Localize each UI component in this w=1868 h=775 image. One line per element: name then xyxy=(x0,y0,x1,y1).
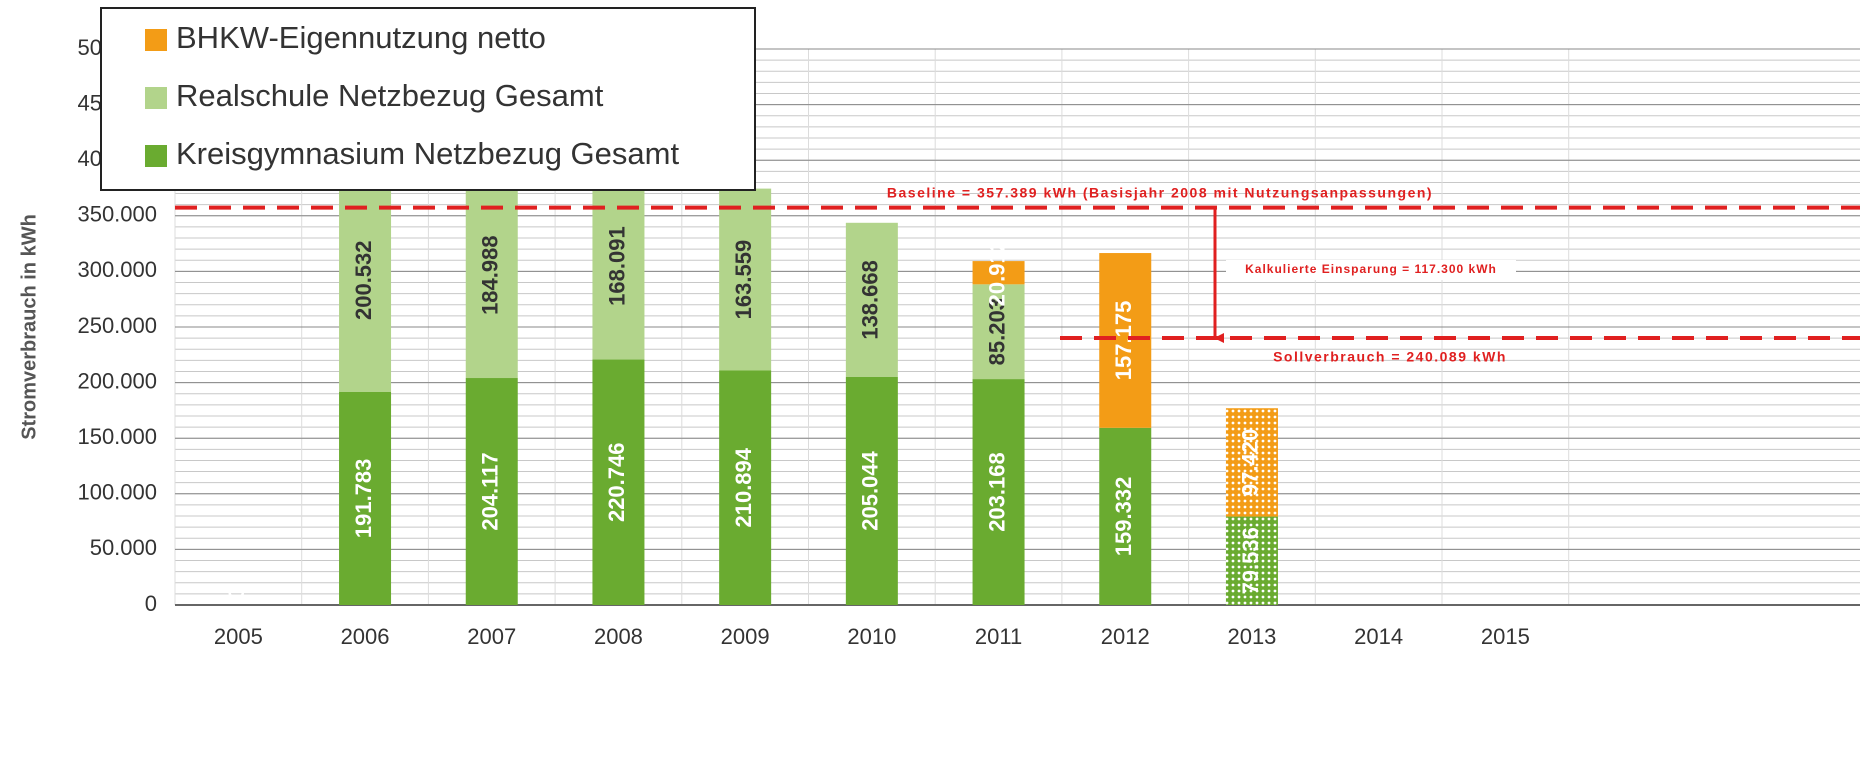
data-label: 191.783 xyxy=(351,459,376,539)
baseline-label: Baseline = 357.389 kWh (Basisjahr 2008 m… xyxy=(887,184,1433,200)
data-label: 20.912 xyxy=(984,239,1009,306)
data-label: 204.117 xyxy=(478,452,503,530)
data-label: 159.332 xyxy=(1111,477,1136,557)
legend-swatch xyxy=(145,145,167,167)
bar-pattern xyxy=(1225,516,1278,605)
y-tick-label: 200.000 xyxy=(77,368,157,393)
bar-segment xyxy=(972,284,1025,380)
x-tick-label: 2010 xyxy=(847,624,896,649)
x-tick-label: 2007 xyxy=(467,624,516,649)
y-tick-label: 350.000 xyxy=(77,202,157,227)
bar-segment xyxy=(972,261,1025,285)
bar-segment xyxy=(719,370,772,605)
data-label: 79.536 xyxy=(1238,527,1263,594)
x-tick-label: 2015 xyxy=(1481,624,1530,649)
data-label: 97.420 xyxy=(1238,429,1263,496)
data-label: 85.203 xyxy=(984,298,1009,365)
y-tick-label: 0 xyxy=(145,591,157,616)
data-label: 205.044 xyxy=(858,450,883,530)
savings-label: Kalkulierte Einsparung = 117.300 kWh xyxy=(1245,262,1497,276)
y-tick-label: 300.000 xyxy=(77,257,157,282)
y-tick-label: 100.000 xyxy=(77,480,157,505)
x-tick-label: 2011 xyxy=(975,624,1022,649)
bar-segment xyxy=(845,222,898,377)
x-tick-label: 2013 xyxy=(1227,624,1276,649)
bar-segment xyxy=(339,391,392,605)
y-tick-label: 250.000 xyxy=(77,313,157,338)
savings-label-bg xyxy=(1226,260,1516,280)
legend-label: BHKW-Eigennutzung netto xyxy=(176,20,546,55)
bar-segment xyxy=(1099,427,1152,605)
x-tick-label: 2008 xyxy=(594,624,643,649)
bar-segment xyxy=(972,379,1025,605)
legend-label: Realschule Netzbezug Gesamt xyxy=(176,78,604,113)
data-label: 168.091 xyxy=(604,226,629,306)
bar-segment xyxy=(592,359,645,605)
legend: BHKW-Eigennutzung netto Realschule Netzbe… xyxy=(100,7,756,191)
data-label: 200.532 xyxy=(351,240,376,320)
legend-swatch xyxy=(145,87,167,109)
x-tick-label: 2005 xyxy=(214,624,263,649)
bar-pattern xyxy=(1225,408,1278,517)
y-tick-label: 150.000 xyxy=(77,424,157,449)
bar-segment xyxy=(465,378,518,605)
x-tick-label: 2009 xyxy=(721,624,770,649)
legend-label: Kreisgymnasium Netzbezug Gesamt xyxy=(176,136,679,171)
legend-swatch xyxy=(145,29,167,51)
x-tick-label: 2006 xyxy=(341,624,390,649)
data-label: 157.175 xyxy=(1111,301,1136,381)
x-tick-label: 2014 xyxy=(1354,624,1403,649)
bar-segment xyxy=(845,376,898,605)
data-label: 203.168 xyxy=(984,452,1009,532)
bar-segment xyxy=(1099,253,1152,428)
data-label: 0 xyxy=(224,587,249,599)
data-label: 210.894 xyxy=(731,447,756,527)
data-label: 163.559 xyxy=(731,240,756,320)
data-label: 138.668 xyxy=(858,260,883,340)
data-label: 220.746 xyxy=(604,442,629,522)
y-tick-label: 50.000 xyxy=(90,535,157,560)
data-label: 184.988 xyxy=(478,235,503,315)
x-tick-label: 2012 xyxy=(1101,624,1150,649)
legend-box xyxy=(100,7,756,191)
bar-segment xyxy=(719,188,772,371)
y-axis-title: Stromverbrauch in kWh xyxy=(18,214,40,440)
sollverbrauch-label: Sollverbrauch = 240.089 kWh xyxy=(1273,349,1507,365)
bar-segment xyxy=(592,172,645,360)
